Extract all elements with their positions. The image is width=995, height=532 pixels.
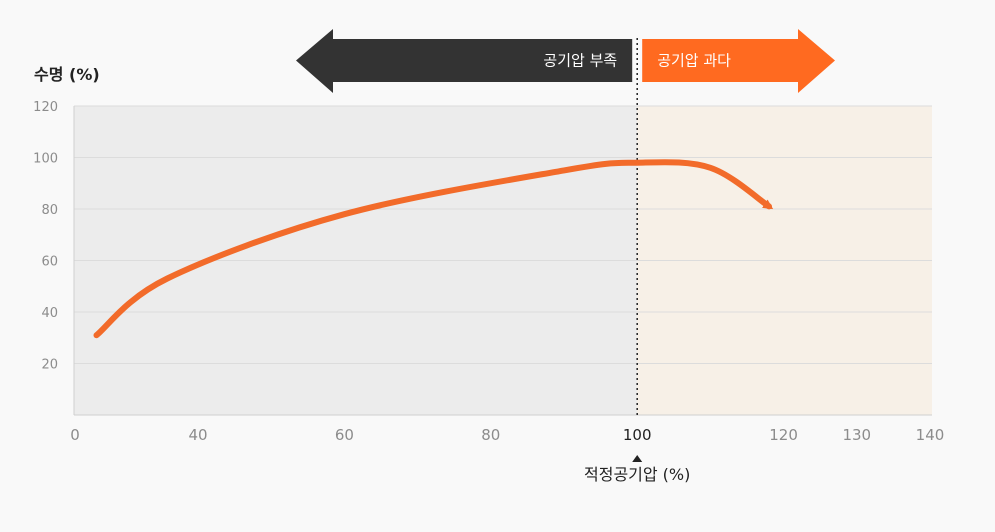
left-arrow-icon bbox=[296, 29, 633, 93]
x-axis-label: 적정공기압 (%) bbox=[584, 465, 690, 484]
x-tick-label: 100 bbox=[623, 426, 652, 444]
x-tick-label: 120 bbox=[769, 426, 798, 444]
underinflated-label: 공기압 부족 bbox=[543, 52, 617, 70]
y-tick-label: 120 bbox=[33, 100, 58, 115]
y-tick-label: 40 bbox=[41, 306, 58, 321]
y-axis-ticks: 20 40 60 80 100 120 bbox=[33, 100, 58, 373]
y-tick-label: 60 bbox=[41, 255, 58, 270]
x-tick-label: 80 bbox=[481, 426, 500, 444]
right-arrow-icon bbox=[642, 29, 835, 93]
underinflated-arrow-band: 공기압 부족 bbox=[296, 29, 633, 93]
overinflated-label: 공기압 과다 bbox=[657, 52, 731, 70]
axes bbox=[73, 106, 932, 416]
overinflated-arrow-band: 공기압 과다 bbox=[642, 29, 835, 93]
y-tick-label: 80 bbox=[41, 203, 58, 218]
y-tick-label: 20 bbox=[41, 358, 58, 373]
lifespan-curve bbox=[93, 159, 774, 339]
x-tick-label: 0 bbox=[70, 426, 80, 444]
x-tick-label: 130 bbox=[842, 426, 871, 444]
y-axis-label: 수명 (%) bbox=[34, 65, 100, 84]
optimal-marker-triangle-icon bbox=[632, 455, 643, 462]
y-tick-label: 100 bbox=[33, 152, 58, 167]
x-axis-ticks: 0 40 60 80 100 120 130 140 bbox=[70, 426, 944, 444]
x-tick-label: 60 bbox=[335, 426, 354, 444]
x-tick-label: 140 bbox=[916, 426, 945, 444]
x-tick-label: 40 bbox=[188, 426, 207, 444]
gridlines bbox=[74, 105, 932, 364]
